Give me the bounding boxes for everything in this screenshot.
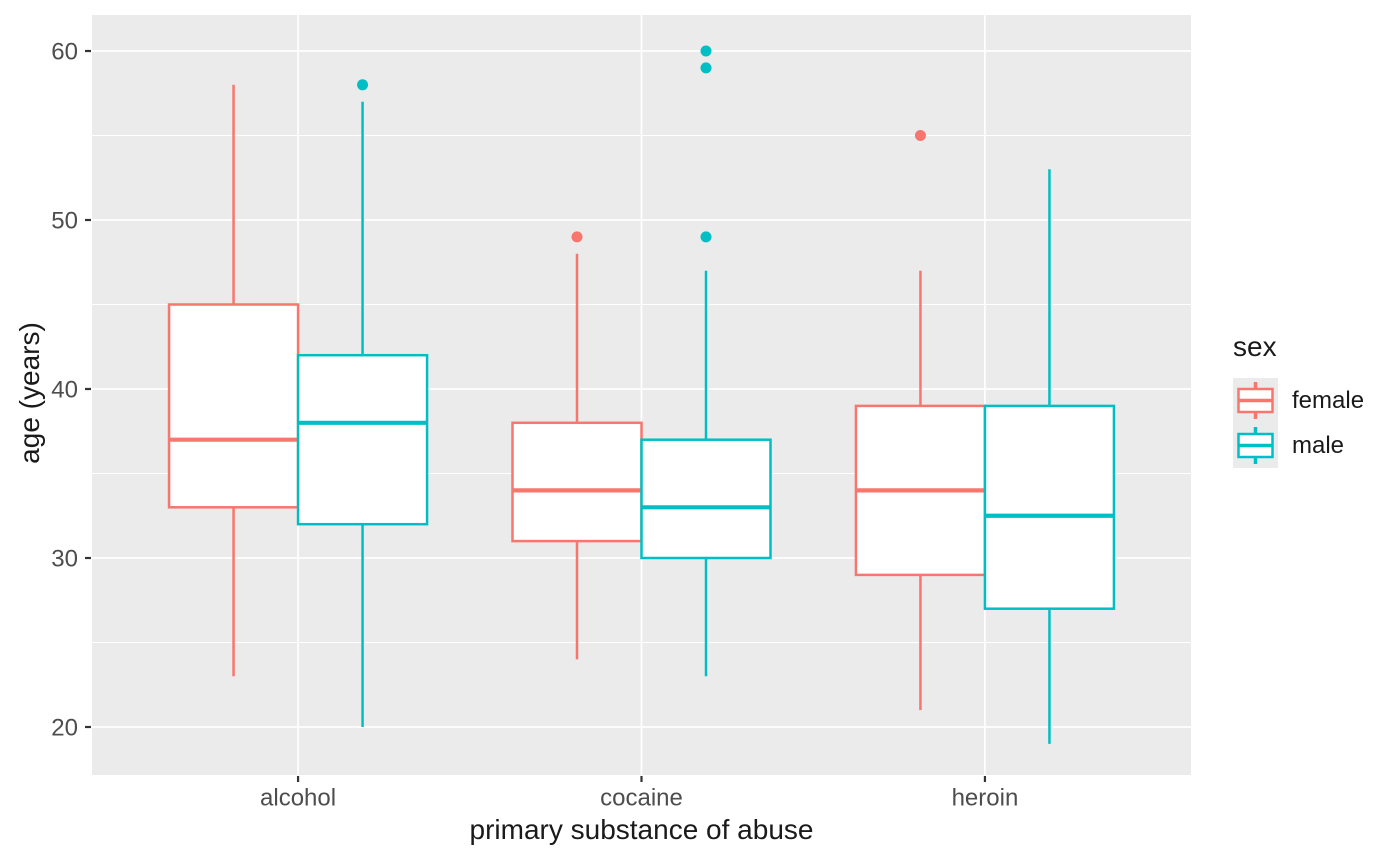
outlier-dot (700, 231, 712, 243)
x-tick-label: heroin (952, 784, 1019, 811)
outlier-dot (914, 130, 926, 141)
y-axis-title: age (years) (14, 322, 45, 464)
x-axis-title: primary substance of abuse (469, 814, 814, 845)
female-boxplot-key-icon (1233, 378, 1278, 423)
legend: sex female male (1233, 331, 1364, 468)
box-rect (296, 353, 429, 526)
box-rect (640, 438, 772, 560)
outlier-dot (700, 45, 712, 57)
outlier-dot (357, 79, 369, 91)
box-rect (167, 303, 300, 509)
legend-entry-female: female (1233, 378, 1364, 423)
boxplot-male-cocaine (640, 45, 772, 677)
y-tick-label: 40 (51, 376, 78, 403)
boxplot-male-alcohol (296, 79, 429, 727)
y-tick-label: 60 (51, 38, 78, 65)
outlier-dot (571, 231, 583, 243)
legend-keys: female male (1233, 378, 1364, 468)
x-tick-label: alcohol (260, 784, 336, 811)
legend-entry-male: male (1233, 423, 1364, 468)
y-tick-label: 20 (51, 714, 78, 741)
x-tick-label: cocaine (600, 784, 683, 811)
boxplot-male-heroin (983, 169, 1116, 744)
male-boxplot-key-icon (1233, 423, 1278, 468)
boxplot-female-cocaine (511, 231, 643, 660)
legend-label-female: female (1292, 386, 1365, 414)
y-tick-label: 50 (51, 207, 78, 234)
boxplot-female-alcohol (167, 84, 300, 677)
box-rect (983, 404, 1116, 610)
box-rect (511, 421, 643, 543)
legend-label-male: male (1292, 431, 1345, 459)
outlier-dot (700, 62, 712, 74)
legend-title: sex (1233, 331, 1277, 362)
y-tick-label: 30 (51, 545, 78, 572)
